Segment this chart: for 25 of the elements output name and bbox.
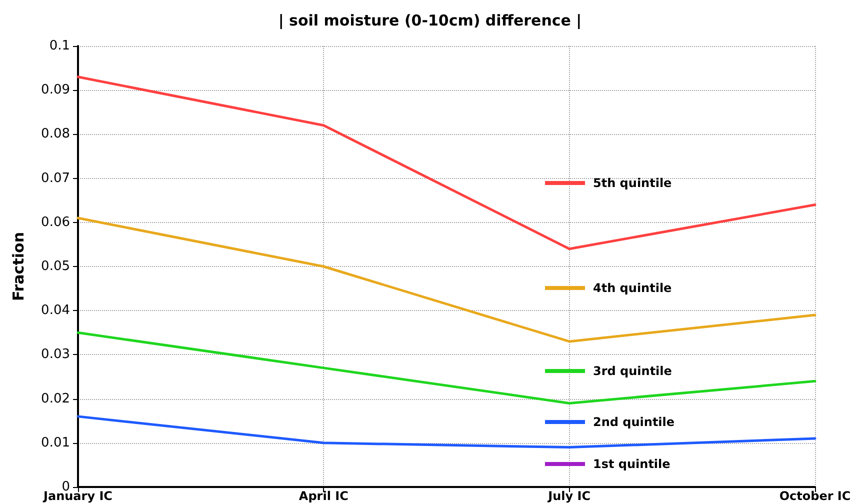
line-series (76, 216, 816, 343)
y-tick-label: 0.01 (41, 435, 70, 450)
legend-label: 4th quintile (593, 281, 672, 295)
y-tick-label: 0.06 (41, 214, 70, 230)
line-series (76, 76, 816, 250)
y-tick-label: 0.1 (49, 38, 70, 54)
y-tick-label: 0.03 (41, 347, 70, 362)
line-series (76, 415, 816, 449)
legend-label: 2nd quintile (593, 415, 675, 429)
chart-title: | soil moisture (0-10cm) difference | (278, 12, 582, 30)
y-tick-label: 0.02 (41, 391, 70, 406)
y-tick-label: 0 (62, 480, 70, 494)
legend-label: 1st quintile (593, 457, 670, 471)
legend-label: 3rd quintile (593, 364, 672, 378)
y-tick-label: 0.09 (41, 82, 70, 98)
y-tick-label: 0.08 (41, 126, 70, 142)
legend-label: 5th quintile (593, 176, 672, 190)
y-tick-label: 0.04 (41, 303, 70, 318)
x-tick-label: October IC (779, 489, 851, 503)
x-tick-label: July IC (547, 489, 591, 503)
y-tick-label: 0.07 (41, 170, 70, 186)
y-axis-title: Fraction (10, 232, 28, 301)
y-tick-label: 0.05 (41, 259, 70, 274)
line-series (76, 331, 816, 404)
x-tick-label: April IC (298, 489, 349, 503)
